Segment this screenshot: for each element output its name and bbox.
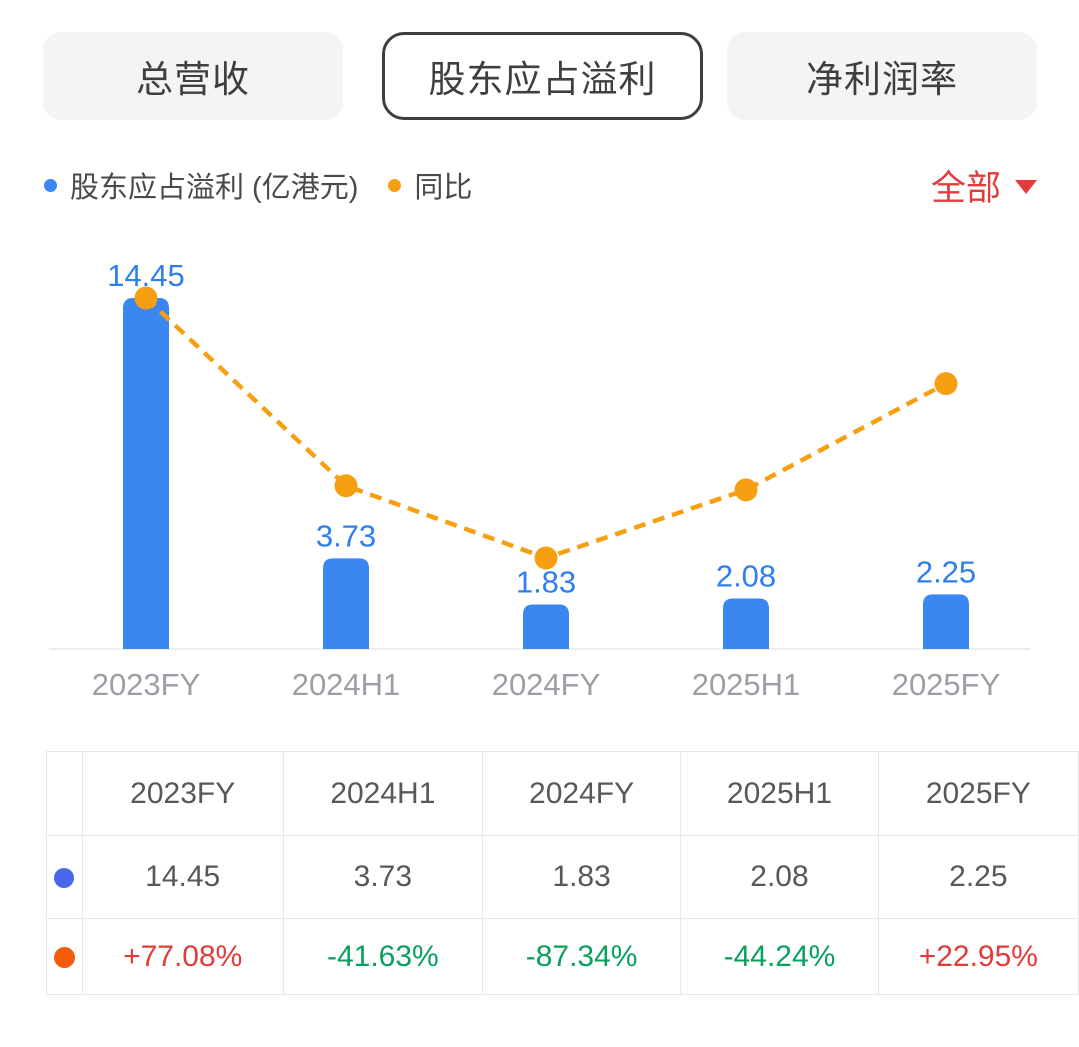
table-corner-cell [46,751,83,836]
value-cell: 1.83 [481,835,682,919]
yoy-cell: -41.63% [282,918,483,995]
profit-legend-dot-icon [44,178,57,192]
yoy-dot[interactable] [534,546,558,570]
category-label: 2025H1 [692,667,801,702]
table-header-cell: 2023FY [81,751,284,836]
profit-bar[interactable] [523,604,569,649]
yoy-cell: -87.34% [481,918,682,995]
data-table: 2023FY 2024H1 2024FY 2025H1 2025FY 14.45… [46,751,1079,995]
profit-series-dot-icon [54,868,75,889]
bar-value-label: 1.83 [516,565,576,600]
yoy-cell: -44.24% [680,918,879,995]
table-value-row: 14.45 3.73 1.83 2.08 2.25 [46,835,1079,919]
period-filter-label: 全部 [930,168,1001,208]
tab-total-revenue[interactable]: 总营收 [43,32,343,120]
yoy-cell: +22.95% [877,918,1079,995]
yoy-line [144,296,948,561]
profit-bar[interactable] [923,594,969,649]
profit-bar[interactable] [323,558,369,649]
table-header-cell: 2025H1 [680,751,879,836]
bar-value-label: 2.25 [916,554,976,589]
category-label: 2024FY [492,667,601,702]
yoy-row-dot-cell [46,918,83,995]
value-row-dot-cell [46,835,83,919]
dropdown-caret-icon [1015,180,1037,194]
value-cell: 14.45 [81,835,284,919]
tab-net-margin[interactable]: 净利润率 [727,32,1037,120]
bar-value-label: 3.73 [316,518,376,553]
yoy-cell: +77.08% [81,918,284,995]
yoy-dot[interactable] [334,474,358,498]
category-label: 2024H1 [292,667,401,702]
table-header-cell: 2024H1 [282,751,483,836]
yoy-series-dot-icon [53,947,75,969]
profit-chart[interactable]: 2023FY 2024H1 2024FY 2025H1 2025FY 14.45 3.73 1… [0,230,1079,710]
table-header-cell: 2024FY [481,751,682,836]
table-header-row: 2023FY 2024H1 2024FY 2025H1 2025FY [46,751,1079,836]
value-cell: 3.73 [282,835,483,919]
chart-legend: 股东应占溢利 (亿港元) 同比 全部 [44,164,1037,208]
bar-value-label: 14.45 [107,258,185,293]
legend-item-yoy[interactable]: 同比 [388,164,472,206]
yoy-dot[interactable] [134,286,158,310]
period-filter-dropdown[interactable]: 全部 [931,160,1037,211]
yoy-dot[interactable] [934,372,958,396]
table-yoy-row: +77.08% -41.63% -87.34% -44.24% +22.95% [46,918,1079,995]
value-cell: 2.08 [680,835,879,919]
category-label: 2023FY [92,667,201,702]
legend-label-profit: 股东应占溢利 (亿港元) [70,172,359,204]
legend-item-profit[interactable]: 股东应占溢利 (亿港元) [44,164,358,206]
legend-label-yoy: 同比 [414,172,473,204]
bar-value-label: 2.08 [716,558,776,593]
profit-chart-svg: 2023FY 2024H1 2024FY 2025H1 2025FY 14.45 3.73 1… [49,258,1030,702]
category-label: 2025FY [892,667,1001,702]
yoy-dot[interactable] [734,478,758,502]
profit-bar[interactable] [123,298,169,649]
value-cell: 2.25 [877,835,1079,919]
yoy-legend-dot-icon [388,178,402,192]
profit-bar[interactable] [723,598,769,649]
tab-shareholder-profit[interactable]: 股东应占溢利 [382,32,703,120]
table-header-cell: 2025FY [877,751,1079,836]
